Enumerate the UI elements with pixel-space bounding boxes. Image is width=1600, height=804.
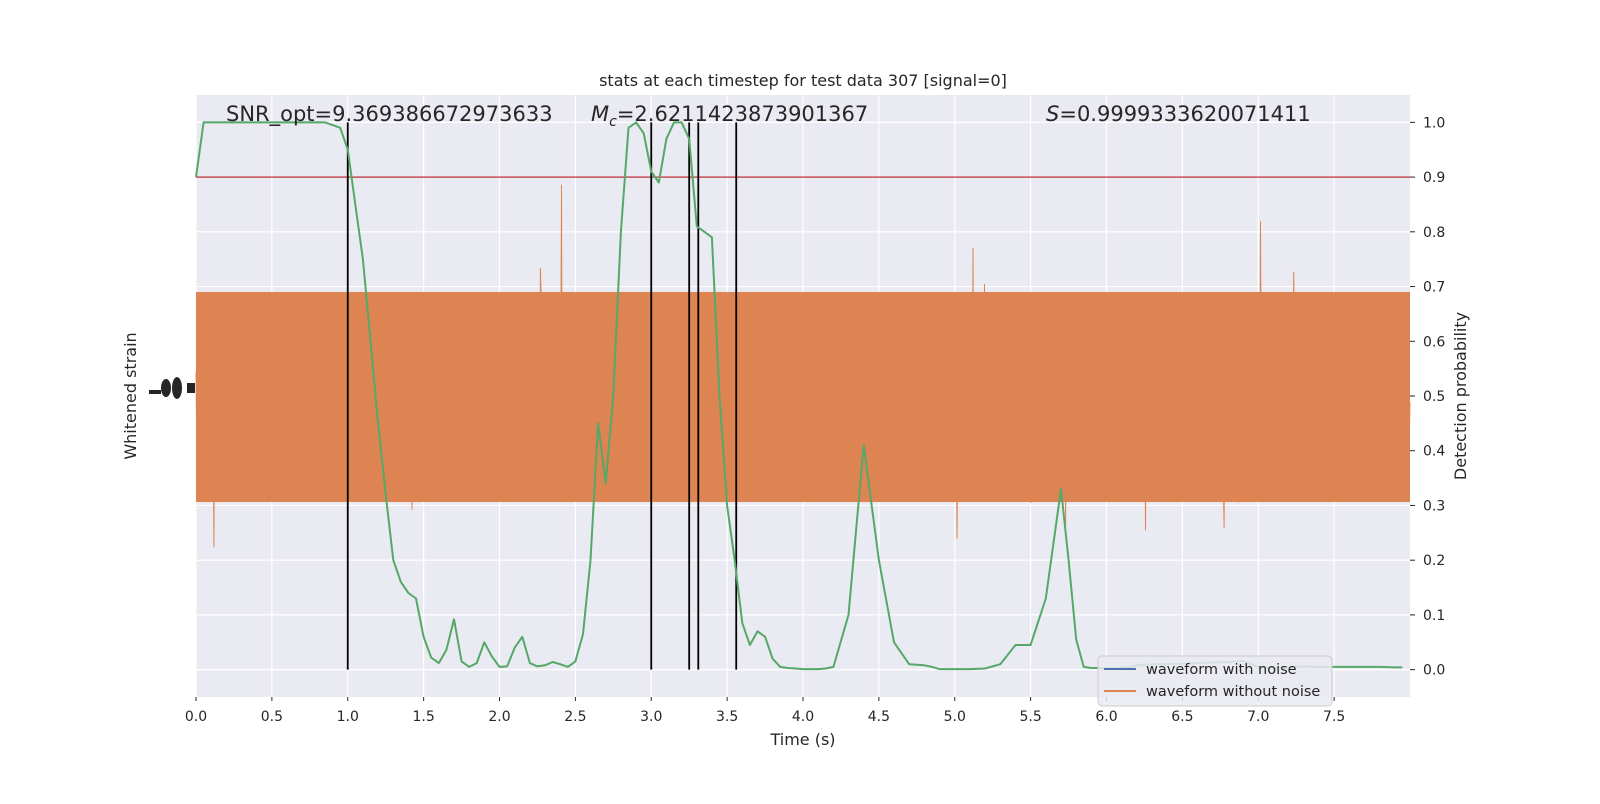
x-axis: 0.0 0.5 1.0 1.5 2.0 2.5 3.0 3.5 4.0 4.5 5.0 5.5 6.0 6…	[185, 697, 1345, 725]
x-tick-label-5: 2.5	[564, 709, 586, 725]
y-tick-label-9: 0.9	[1423, 170, 1445, 186]
x-tick-label-8: 4.0	[792, 709, 814, 725]
x-tick-label-4: 2.0	[488, 709, 510, 725]
x-tick-label-3: 1.5	[412, 709, 434, 725]
s-value: =0.9999333620071411	[1059, 102, 1310, 126]
x-axis-label: Time (s)	[769, 730, 835, 749]
y-tick-label-5: 0.5	[1423, 389, 1445, 405]
strain-trace	[195, 184, 1411, 548]
y-tick-label-2: 0.2	[1423, 553, 1445, 569]
legend-box	[1097, 655, 1333, 707]
legend-label-with-noise: waveform with noise	[1146, 662, 1297, 678]
chart-title: stats at each timestep for test data 307…	[599, 71, 1007, 90]
snr-annotation: SNR_opt=9.369386672973633	[226, 102, 553, 127]
x-tick-label-10: 5.0	[944, 709, 966, 725]
x-tick-label-7: 3.5	[716, 709, 738, 725]
x-tick-label-12: 6.0	[1095, 709, 1117, 725]
right-y-axis-label: Detection probability	[1451, 312, 1470, 480]
s-annotation: S=0.9999333620071411	[1046, 102, 1311, 126]
y-tick-label-6: 0.6	[1423, 334, 1445, 350]
x-tick-label-6: 3.0	[640, 709, 662, 725]
legend-label-without-noise: waveform without noise	[1146, 684, 1320, 700]
left-y-axis-label: Whitened strain	[121, 332, 140, 459]
y-tick-label-10: 1.0	[1423, 115, 1445, 131]
chirp-mass-value: =2.6211423873901367	[617, 102, 868, 126]
x-tick-label-0: 0.0	[185, 709, 207, 725]
y-tick-label-4: 0.4	[1423, 444, 1445, 460]
x-tick-label-9: 4.5	[868, 709, 890, 725]
y-tick-label-3: 0.3	[1423, 498, 1445, 514]
x-tick-label-1: 0.5	[261, 709, 283, 725]
x-tick-label-15: 7.5	[1323, 709, 1345, 725]
y-tick-label-0: 0.0	[1423, 663, 1445, 679]
x-tick-label-2: 1.0	[337, 709, 359, 725]
chirp-mass-subscript: c	[609, 114, 617, 130]
legend: waveform with noise waveform without noi…	[1097, 655, 1333, 707]
chirp-mass-symbol: M	[591, 102, 609, 126]
y-tick-label-1: 0.1	[1423, 608, 1445, 624]
left-axis-glyph	[149, 377, 195, 399]
y-tick-label-8: 0.8	[1423, 225, 1445, 241]
chirp-mass-annotation: Mc=2.6211423873901367	[591, 102, 868, 130]
x-tick-label-14: 7.0	[1247, 709, 1269, 725]
s-symbol: S	[1046, 102, 1059, 126]
strain-waveform	[195, 184, 1411, 548]
peak-markers	[346, 122, 738, 670]
right-y-axis: 0.0 0.1 0.2 0.3 0.4 0.5 0.6 0.7 0.8 0.9 1.0	[1410, 115, 1445, 679]
y-tick-label-7: 0.7	[1423, 280, 1445, 296]
x-tick-label-13: 6.5	[1171, 709, 1193, 725]
x-tick-label-11: 5.5	[1019, 709, 1041, 725]
